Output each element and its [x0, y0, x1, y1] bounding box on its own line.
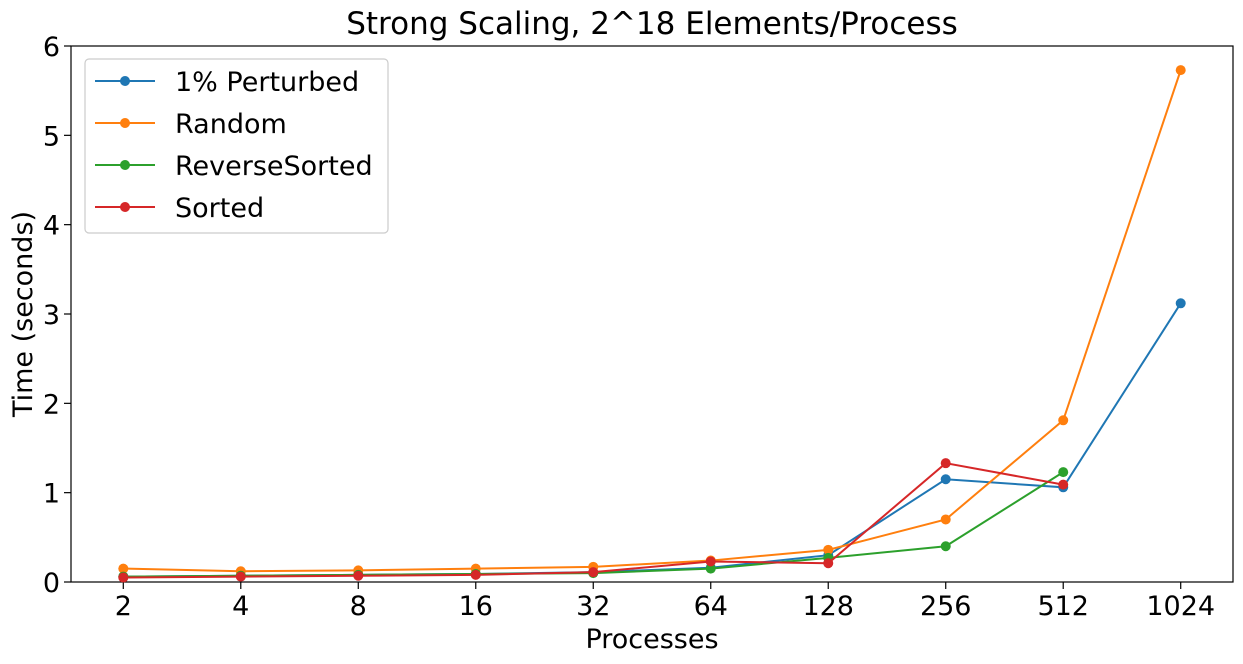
data-point [470, 569, 481, 580]
series-line [123, 302, 1182, 578]
y-tick-label: 2 [43, 389, 60, 420]
x-tick-label: 1024 [1146, 591, 1215, 622]
data-point [235, 571, 246, 582]
x-tick-label: 64 [694, 591, 728, 622]
series-1-perturbed [118, 298, 1186, 582]
x-tick-label: 128 [802, 591, 854, 622]
data-point [118, 572, 129, 583]
x-tick-label: 8 [350, 591, 367, 622]
legend-entry: 1% Perturbed [95, 67, 359, 98]
legend-label: 1% Perturbed [175, 67, 359, 98]
legend: 1% Perturbed Random ReverseSorted Sorted [84, 58, 389, 234]
legend-marker [120, 160, 130, 170]
y-axis-ticks: 0 1 2 3 4 5 6 [43, 32, 71, 599]
legend-marker [120, 118, 130, 128]
legend-label: Random [175, 109, 287, 140]
data-point [940, 458, 951, 469]
legend-entry: Random [95, 109, 287, 140]
series-layer [118, 65, 1186, 583]
x-tick-label: 2 [115, 591, 132, 622]
x-axis-ticks: 2 4 8 16 32 64 128 256 512 1024 [115, 582, 1215, 622]
y-tick-label: 1 [43, 479, 60, 510]
legend-marker [120, 76, 130, 86]
x-tick-label: 16 [459, 591, 493, 622]
series-sorted [118, 458, 1069, 583]
y-tick-label: 4 [43, 211, 60, 242]
chart-title: Strong Scaling, 2^18 Elements/Process [346, 6, 958, 42]
y-tick-label: 3 [43, 300, 60, 331]
y-tick-label: 0 [43, 568, 60, 599]
series-line [123, 462, 1064, 579]
data-point [940, 514, 951, 525]
data-point [705, 563, 716, 574]
legend-box [84, 58, 389, 234]
data-point [1175, 65, 1186, 76]
x-axis-label: Processes [585, 624, 718, 655]
legend-entry: ReverseSorted [95, 151, 373, 182]
legend-label: ReverseSorted [175, 151, 373, 182]
data-point [940, 474, 951, 485]
data-point [1058, 467, 1069, 478]
data-point [823, 544, 834, 555]
legend-label: Sorted [175, 193, 264, 224]
data-point [823, 558, 834, 569]
data-point [588, 567, 599, 578]
data-point [118, 563, 129, 574]
y-tick-label: 6 [43, 32, 60, 63]
series-line [123, 69, 1182, 573]
x-tick-label: 512 [1037, 591, 1089, 622]
y-tick-label: 5 [43, 121, 60, 152]
data-point [1058, 479, 1069, 490]
legend-marker [120, 202, 130, 212]
legend-entry: Sorted [95, 193, 264, 224]
x-tick-label: 32 [576, 591, 610, 622]
series-line [123, 471, 1064, 578]
data-point [940, 541, 951, 552]
data-point [1058, 415, 1069, 426]
y-axis-label: Time (seconds) [8, 211, 39, 418]
data-point [1175, 298, 1186, 309]
x-tick-label: 256 [920, 591, 972, 622]
data-point [353, 570, 364, 581]
x-tick-label: 4 [232, 591, 249, 622]
data-point [705, 556, 716, 567]
